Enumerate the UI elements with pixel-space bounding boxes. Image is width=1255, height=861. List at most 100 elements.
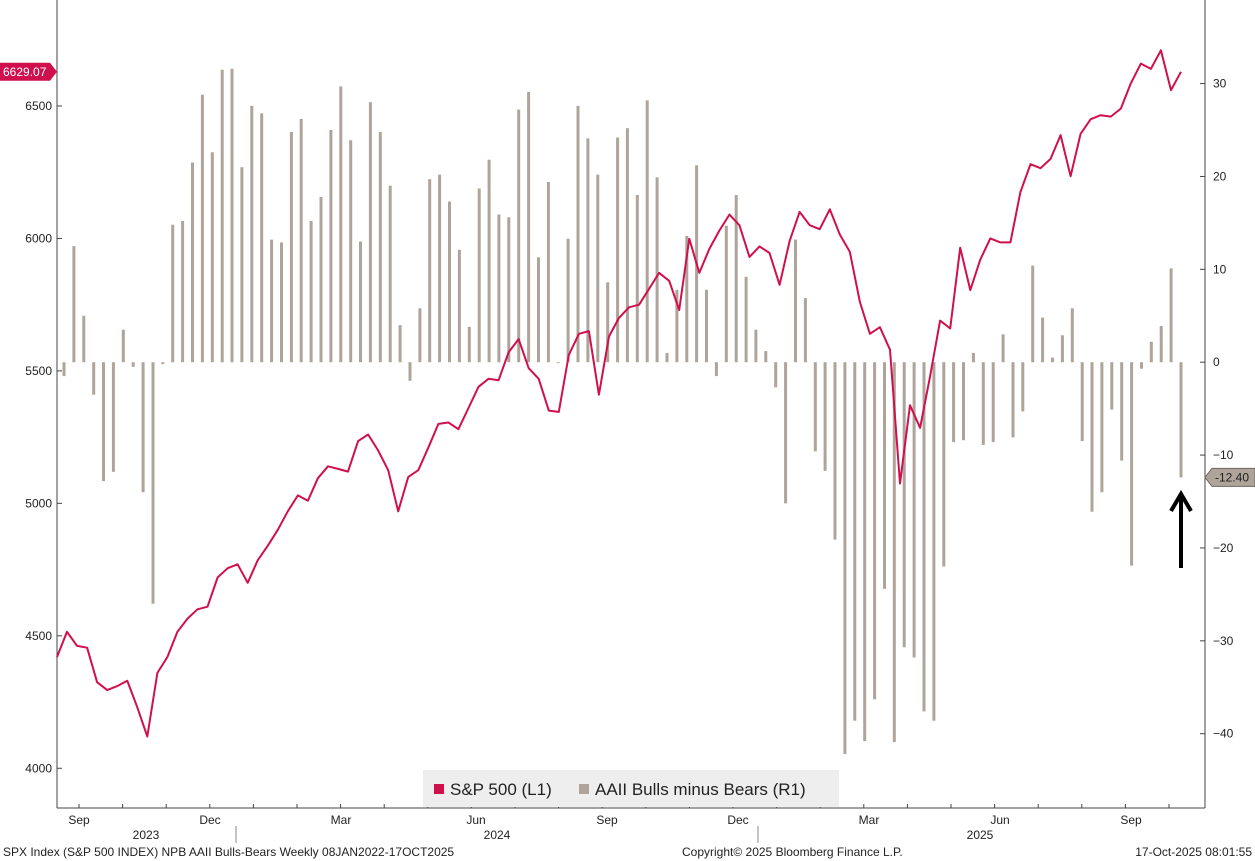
aaii-bar bbox=[724, 225, 728, 363]
aaii-bar bbox=[72, 246, 76, 363]
aaii-bar bbox=[260, 113, 264, 363]
aaii-bar bbox=[171, 224, 175, 363]
x-tick-label: Mar bbox=[331, 813, 352, 827]
left-tick-label: 4000 bbox=[25, 761, 52, 775]
aaii-bar bbox=[596, 174, 600, 363]
aaii-bar bbox=[803, 298, 807, 363]
aaii-bar bbox=[280, 242, 283, 363]
aaii-bar bbox=[942, 362, 946, 567]
aaii-bar bbox=[853, 362, 857, 721]
left-tick-label: 6500 bbox=[25, 99, 52, 113]
aaii-bar bbox=[962, 362, 965, 441]
legend: S&P 500 (L1) AAII Bulls minus Bears (R1) bbox=[423, 770, 839, 807]
aaii-bar bbox=[1001, 334, 1005, 363]
aaii-bar bbox=[161, 362, 165, 365]
footer-source: SPX Index (S&P 500 INDEX) NPB AAII Bulls… bbox=[3, 845, 455, 859]
aaii-bar bbox=[576, 105, 580, 363]
aaii-bar bbox=[339, 86, 343, 363]
footer-timestamp: 17-Oct-2025 08:01:55 bbox=[1135, 845, 1252, 859]
up-arrow-annotation bbox=[1169, 490, 1193, 568]
aaii-bar bbox=[408, 362, 412, 381]
plot-frame bbox=[56, 0, 1206, 809]
aaii-bar bbox=[823, 362, 827, 471]
aaii-bar bbox=[457, 249, 461, 363]
year-label: 2023 bbox=[133, 828, 160, 842]
aaii-bar bbox=[220, 69, 224, 363]
x-tick-label: Sep bbox=[68, 813, 90, 827]
spx-line-group bbox=[56, 49, 1182, 738]
aaii-bar bbox=[319, 196, 323, 363]
aaii-bar bbox=[467, 326, 471, 363]
footer-copyright: Copyright© 2025 Bloomberg Finance L.P. bbox=[682, 845, 903, 859]
aaii-bar bbox=[1159, 326, 1163, 363]
left-last-value-tag: 6629.07 bbox=[0, 62, 57, 81]
year-label: 2024 bbox=[484, 828, 511, 842]
right-tick-label: −40 bbox=[1213, 727, 1234, 741]
aaii-bar bbox=[784, 362, 788, 504]
aaii-bars bbox=[62, 68, 1183, 755]
aaii-bar bbox=[191, 162, 194, 363]
left-tick-label: 6000 bbox=[25, 231, 52, 245]
aaii-bar bbox=[1051, 357, 1054, 363]
aaii-bar bbox=[714, 362, 718, 377]
aaii-bar bbox=[537, 257, 540, 363]
aaii-bar bbox=[744, 276, 748, 363]
aaii-bar bbox=[368, 102, 372, 363]
right-last-value-text: -12.40 bbox=[1215, 470, 1249, 484]
aaii-bar bbox=[625, 128, 629, 363]
aaii-bar bbox=[299, 118, 303, 363]
aaii-bar bbox=[359, 241, 362, 363]
aaii-bar bbox=[309, 221, 313, 363]
aaii-bar bbox=[863, 362, 867, 742]
aaii-bar bbox=[497, 214, 501, 363]
aaii-bar bbox=[546, 182, 550, 363]
legend-swatch-spx bbox=[434, 784, 444, 794]
aaii-bar bbox=[616, 137, 620, 363]
right-tick-label: −30 bbox=[1213, 634, 1234, 648]
aaii-bar bbox=[1169, 268, 1173, 363]
aaii-bar bbox=[606, 282, 610, 363]
legend-label-aaii: AAII Bulls minus Bears (R1) bbox=[595, 780, 806, 799]
aaii-bar bbox=[378, 131, 382, 363]
left-tick-label: 4500 bbox=[25, 629, 52, 643]
aaii-bar bbox=[1080, 362, 1084, 442]
aaii-bar bbox=[151, 362, 155, 604]
aaii-bar bbox=[912, 362, 916, 658]
aaii-bar bbox=[230, 68, 234, 363]
aaii-bar bbox=[111, 362, 115, 472]
aaii-bar bbox=[428, 179, 432, 363]
left-tick-label: 5000 bbox=[25, 496, 52, 510]
aaii-bar bbox=[1031, 265, 1035, 363]
aaii-bar bbox=[181, 221, 185, 363]
aaii-bar bbox=[507, 217, 511, 363]
aaii-bar bbox=[635, 195, 639, 363]
aaii-bar bbox=[1041, 317, 1045, 363]
x-tick-label: Sep bbox=[596, 813, 618, 827]
x-tick-label: Sep bbox=[1120, 813, 1142, 827]
aaii-bar bbox=[487, 159, 491, 363]
x-tick-label: Dec bbox=[199, 813, 220, 827]
aaii-bar bbox=[1060, 335, 1064, 363]
aaii-bar bbox=[675, 289, 679, 363]
aaii-bar bbox=[1011, 362, 1015, 438]
aaii-bar bbox=[665, 352, 669, 363]
x-tick-label: Dec bbox=[727, 813, 748, 827]
aaii-bar bbox=[902, 362, 906, 648]
aaii-bar bbox=[250, 105, 254, 363]
aaii-bar bbox=[210, 152, 214, 363]
aaii-bar bbox=[240, 167, 244, 363]
aaii-bar bbox=[1120, 362, 1124, 461]
aaii-bar bbox=[388, 185, 392, 363]
aaii-bar bbox=[477, 188, 481, 363]
aaii-bar bbox=[1140, 362, 1143, 369]
aaii-bar bbox=[586, 138, 590, 363]
aaii-bar bbox=[1070, 308, 1074, 363]
aaii-bar bbox=[932, 362, 936, 721]
aaii-bar bbox=[655, 177, 659, 363]
aaii-bar bbox=[1100, 362, 1104, 493]
right-axis: −40 −30 −20 −10 0 10 20 30 bbox=[1200, 77, 1234, 741]
aaii-bar bbox=[971, 352, 975, 363]
aaii-bar bbox=[873, 362, 877, 700]
aaii-bar bbox=[1149, 341, 1153, 363]
aaii-bar bbox=[705, 289, 708, 363]
